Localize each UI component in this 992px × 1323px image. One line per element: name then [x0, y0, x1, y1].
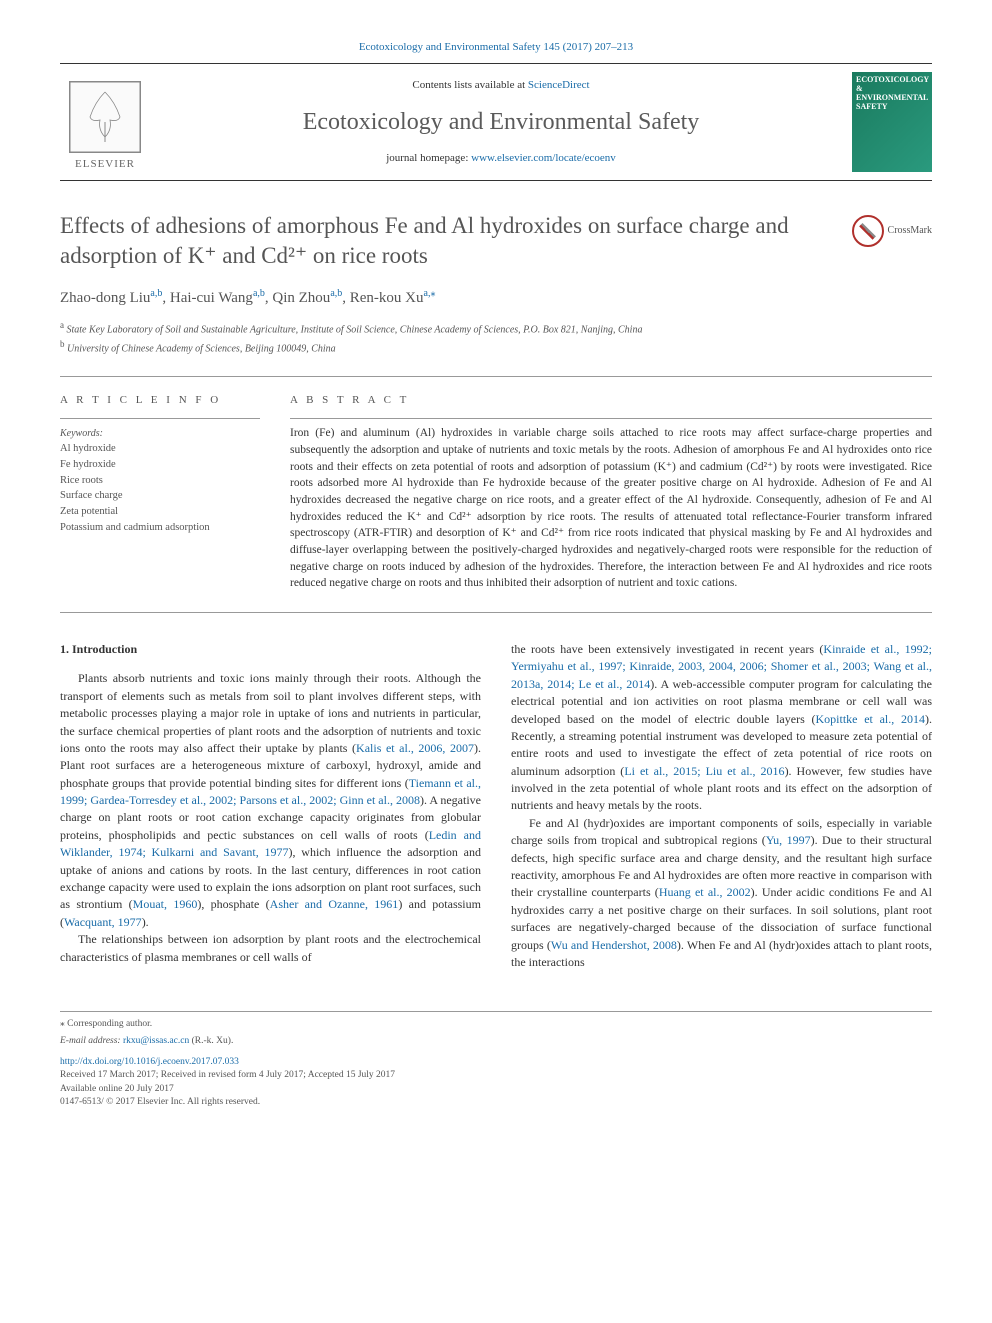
keyword-4: Surface charge — [60, 488, 260, 504]
abstract-divider — [290, 418, 932, 419]
email-line: E-mail address: rkxu@issas.ac.cn (R.-k. … — [60, 1035, 932, 1048]
doi-link[interactable]: http://dx.doi.org/10.1016/j.ecoenv.2017.… — [60, 1057, 239, 1067]
author-4: Ren-kou Xua,⁎ — [350, 290, 436, 306]
crossmark-icon — [852, 215, 884, 247]
contents-label: Contents lists available at — [412, 79, 527, 91]
footer: ⁎ Corresponding author. E-mail address: … — [60, 1011, 932, 1109]
received-line: Received 17 March 2017; Received in revi… — [60, 1069, 932, 1082]
keywords-label: Keywords: — [60, 427, 260, 441]
divider-bottom — [60, 612, 932, 613]
info-abstract-row: A R T I C L E I N F O Keywords: Al hydro… — [60, 393, 932, 592]
copyright-line: 0147-6513/ © 2017 Elsevier Inc. All righ… — [60, 1096, 932, 1109]
affiliations: a State Key Laboratory of Soil and Susta… — [60, 319, 932, 356]
keywords-list: Al hydroxide Fe hydroxide Rice roots Sur… — [60, 441, 260, 536]
cite-yu[interactable]: Yu, 1997 — [766, 833, 811, 847]
crossmark-badge[interactable]: CrossMark — [852, 215, 932, 247]
corresponding-author: ⁎ Corresponding author. — [60, 1018, 932, 1031]
homepage-url[interactable]: www.elsevier.com/locate/ecoenv — [471, 152, 616, 164]
cite-kopittke[interactable]: Kopittke et al., 2014 — [815, 712, 925, 726]
keyword-3: Rice roots — [60, 473, 260, 489]
top-citation-link[interactable]: Ecotoxicology and Environmental Safety 1… — [60, 40, 932, 55]
keyword-5: Zeta potential — [60, 504, 260, 520]
intro-heading: 1. Introduction — [60, 641, 481, 658]
article-title: Effects of adhesions of amorphous Fe and… — [60, 211, 832, 271]
contents-line: Contents lists available at ScienceDirec… — [170, 78, 832, 93]
cite-mouat[interactable]: Mouat, 1960 — [133, 897, 198, 911]
cover-title: ECOTOXICOLOGY & ENVIRONMENTAL SAFETY — [856, 76, 928, 111]
crossmark-label: CrossMark — [888, 224, 932, 238]
info-divider — [60, 418, 260, 419]
elsevier-tree-icon — [69, 81, 141, 153]
affiliation-b: b University of Chinese Academy of Scien… — [60, 338, 932, 356]
page-container: Ecotoxicology and Environmental Safety 1… — [0, 0, 992, 1149]
cite-huang[interactable]: Huang et al., 2002 — [659, 885, 751, 899]
journal-name: Ecotoxicology and Environmental Safety — [170, 106, 832, 140]
cite-wacquant[interactable]: Wacquant, 1977 — [64, 915, 142, 929]
email-label: E-mail address: — [60, 1036, 123, 1046]
elsevier-text: ELSEVIER — [75, 157, 135, 172]
intro-para-1: Plants absorb nutrients and toxic ions m… — [60, 670, 481, 931]
author-2: Hai-cui Wanga,b — [170, 290, 265, 306]
journal-cover-thumbnail: ECOTOXICOLOGY & ENVIRONMENTAL SAFETY — [852, 72, 932, 172]
keyword-1: Al hydroxide — [60, 441, 260, 457]
authors-line: Zhao-dong Liua,b, Hai-cui Wanga,b, Qin Z… — [60, 287, 932, 309]
intro-para-2-cont: the roots have been extensively investig… — [511, 641, 932, 815]
abstract-heading: A B S T R A C T — [290, 393, 932, 408]
online-line: Available online 20 July 2017 — [60, 1083, 932, 1096]
elsevier-logo: ELSEVIER — [60, 72, 150, 172]
author-1: Zhao-dong Liua,b — [60, 290, 162, 306]
keyword-6: Potassium and cadmium adsorption — [60, 520, 260, 536]
body-columns: 1. Introduction Plants absorb nutrients … — [60, 641, 932, 971]
body-column-left: 1. Introduction Plants absorb nutrients … — [60, 641, 481, 971]
divider-top — [60, 376, 932, 377]
abstract-column: A B S T R A C T Iron (Fe) and aluminum (… — [290, 393, 932, 592]
keyword-2: Fe hydroxide — [60, 457, 260, 473]
email-link[interactable]: rkxu@issas.ac.cn — [123, 1036, 189, 1046]
homepage-line: journal homepage: www.elsevier.com/locat… — [170, 151, 832, 166]
cite-asher[interactable]: Asher and Ozanne, 1961 — [270, 897, 399, 911]
header-center: Contents lists available at ScienceDirec… — [150, 78, 852, 166]
doi-line: http://dx.doi.org/10.1016/j.ecoenv.2017.… — [60, 1056, 932, 1069]
cite-wu[interactable]: Wu and Hendershot, 2008 — [551, 938, 677, 952]
sciencedirect-link[interactable]: ScienceDirect — [528, 79, 590, 91]
email-suffix: (R.-k. Xu). — [189, 1036, 233, 1046]
abstract-text: Iron (Fe) and aluminum (Al) hydroxides i… — [290, 425, 932, 592]
title-row: Effects of adhesions of amorphous Fe and… — [60, 211, 932, 271]
cite-li[interactable]: Li et al., 2015; Liu et al., 2016 — [624, 764, 784, 778]
body-column-right: the roots have been extensively investig… — [511, 641, 932, 971]
journal-header: ELSEVIER Contents lists available at Sci… — [60, 63, 932, 181]
cite-kalis[interactable]: Kalis et al., 2006, 2007 — [356, 741, 474, 755]
intro-para-2: The relationships between ion adsorption… — [60, 931, 481, 966]
article-info-heading: A R T I C L E I N F O — [60, 393, 260, 408]
intro-para-3: Fe and Al (hydr)oxides are important com… — [511, 815, 932, 972]
affiliation-a: a State Key Laboratory of Soil and Susta… — [60, 319, 932, 337]
author-3: Qin Zhoua,b — [272, 290, 342, 306]
homepage-label: journal homepage: — [386, 152, 471, 164]
article-info-column: A R T I C L E I N F O Keywords: Al hydro… — [60, 393, 260, 592]
